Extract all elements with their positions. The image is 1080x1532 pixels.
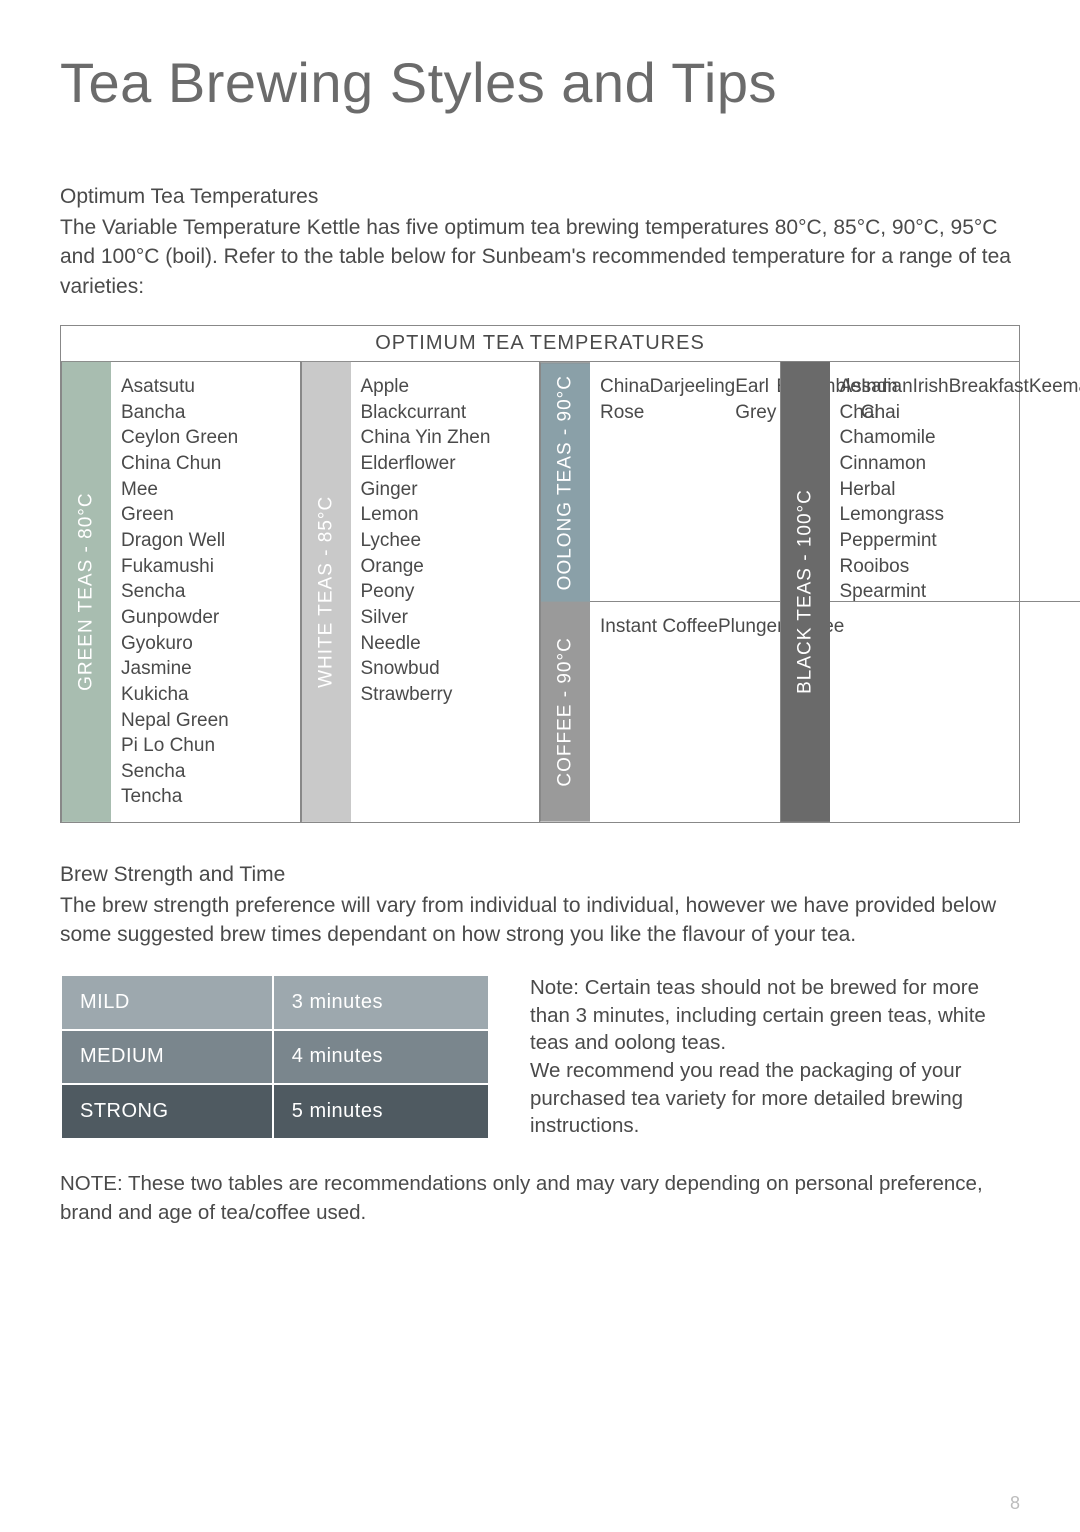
col-label-oolong: OOLONG TEAS - 90°C bbox=[540, 362, 590, 602]
col-label-coffee: COFFEE - 90°C bbox=[540, 602, 590, 822]
col-label-green: GREEN TEAS - 80°C bbox=[61, 362, 111, 822]
brew-strength-cell: MEDIUM bbox=[61, 1030, 273, 1085]
table-row: STRONG 5 minutes bbox=[61, 1084, 489, 1139]
footer-note: NOTE: These two tables are recommendatio… bbox=[60, 1170, 1020, 1227]
table-row: MILD 3 minutes bbox=[61, 975, 489, 1030]
brew-time-cell: 3 minutes bbox=[273, 975, 489, 1030]
tea-list-white: AppleBlackcurrantChina Yin ZhenElderflow… bbox=[351, 362, 541, 822]
tea-list-green: AsatsutuBanchaCeylon GreenChina ChunMeeG… bbox=[111, 362, 301, 822]
page-title: Tea Brewing Styles and Tips bbox=[60, 50, 1020, 115]
brew-strength-cell: MILD bbox=[61, 975, 273, 1030]
section-body-temperatures: The Variable Temperature Kettle has five… bbox=[60, 213, 1020, 301]
section-body-brew: The brew strength preference will vary f… bbox=[60, 891, 1020, 950]
brew-strength-cell: STRONG bbox=[61, 1084, 273, 1139]
brew-time-cell: 5 minutes bbox=[273, 1084, 489, 1139]
col-label-white: WHITE TEAS - 85°C bbox=[301, 362, 351, 822]
section-heading-brew: Brew Strength and Time bbox=[60, 863, 1020, 887]
page-number: 8 bbox=[1010, 1493, 1020, 1514]
brew-time-cell: 4 minutes bbox=[273, 1030, 489, 1085]
temperature-table-title: OPTIMUM TEA TEMPERATURES bbox=[61, 326, 1019, 362]
brew-strength-table: MILD 3 minutes MEDIUM 4 minutes STRONG 5… bbox=[60, 974, 490, 1140]
brew-note: Note: Certain teas should not be brewed … bbox=[530, 974, 1020, 1140]
section-heading-temperatures: Optimum Tea Temperatures bbox=[60, 185, 1020, 209]
tea-list-black: AssamChaiChamomileCinnamonHerbalLemongra… bbox=[830, 362, 1020, 822]
note-text-2: We recommend you read the packaging of y… bbox=[530, 1059, 963, 1137]
col-label-black: BLACK TEAS - 100°C bbox=[780, 362, 830, 822]
note-text-1: Certain teas should not be brewed for mo… bbox=[530, 976, 986, 1054]
table-row: MEDIUM 4 minutes bbox=[61, 1030, 489, 1085]
footer-note-text: These two tables are recommendations onl… bbox=[60, 1172, 983, 1224]
temperature-table: OPTIMUM TEA TEMPERATURES GREEN TEAS - 80… bbox=[60, 325, 1020, 823]
footer-note-label: NOTE: bbox=[60, 1172, 123, 1195]
note-label: Note: bbox=[530, 976, 579, 999]
